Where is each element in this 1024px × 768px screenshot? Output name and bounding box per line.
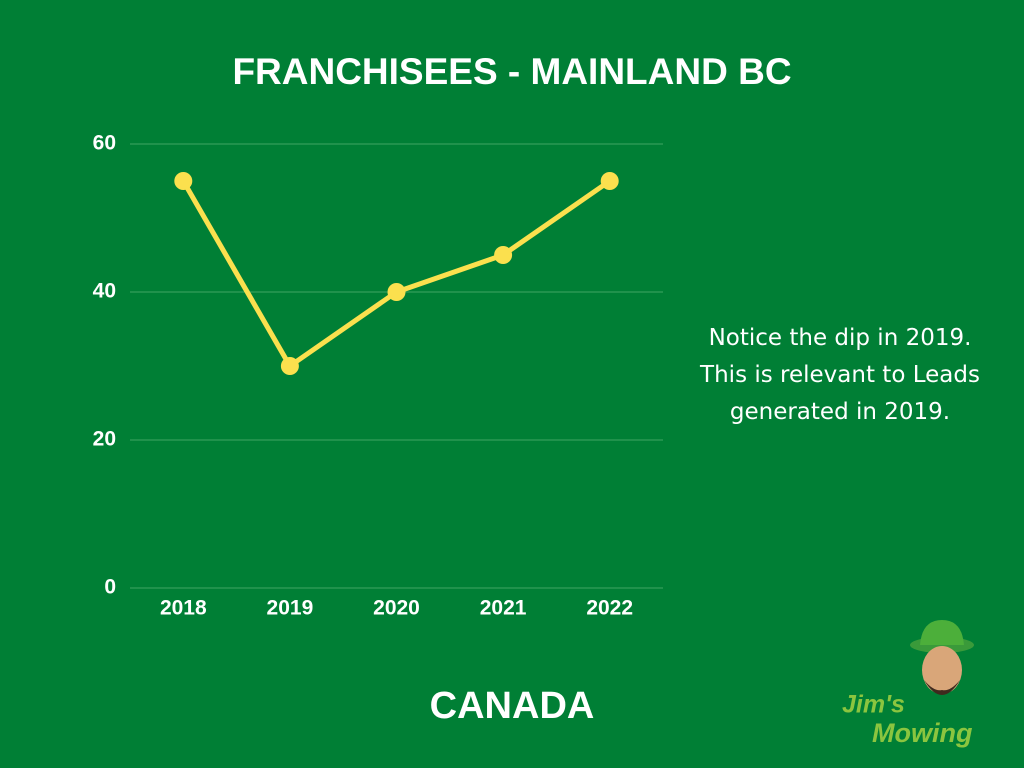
chart-title: FRANCHISEES - MAINLAND BC: [232, 51, 791, 92]
logo-face: [922, 646, 962, 694]
y-tick-label: 20: [93, 428, 116, 451]
point: [600, 172, 619, 190]
point: [494, 246, 513, 264]
footer: CANADA: [430, 685, 595, 727]
x-tick-label: 2021: [480, 597, 527, 620]
logo-hat: [920, 620, 964, 645]
annotation: Notice the dip in 2019. This is relevant…: [700, 325, 980, 425]
logo-beard: [924, 680, 960, 695]
point: [387, 283, 406, 301]
point: [280, 357, 299, 375]
y-tick-label: 40: [93, 280, 116, 303]
logo-text: Mowing: [872, 718, 973, 748]
logo: Jim's Mowing: [842, 620, 974, 748]
y-tick-label: 0: [104, 576, 116, 599]
point: [174, 172, 193, 190]
y-tick-label: 60: [93, 132, 116, 155]
line: [181, 178, 612, 369]
x-tick-label: 2020: [373, 597, 420, 620]
x-tick-label: 2019: [267, 597, 314, 620]
x-tick-label: 2022: [586, 597, 633, 620]
logo-text: Jim's: [842, 691, 905, 719]
x-tick-label: 2018: [160, 597, 207, 620]
